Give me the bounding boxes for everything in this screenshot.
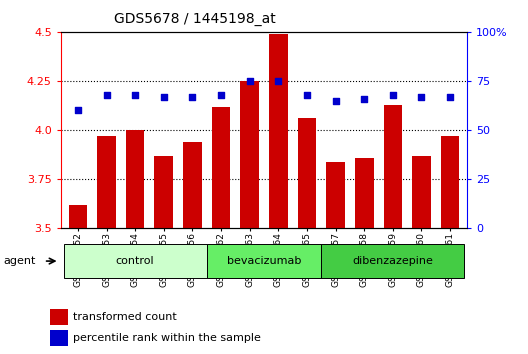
Point xyxy=(131,92,139,98)
Bar xyxy=(321,244,465,278)
Bar xyxy=(50,309,68,325)
Bar xyxy=(326,161,345,228)
Bar xyxy=(69,205,87,228)
Text: agent: agent xyxy=(3,256,35,266)
Bar xyxy=(412,156,431,228)
Bar xyxy=(155,156,173,228)
Text: transformed count: transformed count xyxy=(73,312,176,322)
Bar xyxy=(63,244,207,278)
Bar xyxy=(183,142,202,228)
Point xyxy=(332,98,340,103)
Point xyxy=(446,94,454,99)
Point xyxy=(389,92,397,98)
Bar xyxy=(212,107,230,228)
Text: percentile rank within the sample: percentile rank within the sample xyxy=(73,332,261,343)
Point xyxy=(303,92,311,98)
Bar xyxy=(383,104,402,228)
Bar xyxy=(97,136,116,228)
Bar xyxy=(298,118,316,228)
Bar xyxy=(355,158,373,228)
Point xyxy=(274,78,282,84)
Bar xyxy=(269,34,288,228)
Text: GDS5678 / 1445198_at: GDS5678 / 1445198_at xyxy=(115,12,276,27)
Point xyxy=(246,78,254,84)
Point xyxy=(360,96,369,102)
Point xyxy=(102,92,111,98)
Bar xyxy=(240,81,259,228)
Text: dibenzazepine: dibenzazepine xyxy=(352,256,433,266)
Point xyxy=(74,108,82,113)
Bar xyxy=(50,330,68,346)
Point xyxy=(217,92,225,98)
Point xyxy=(159,94,168,99)
Text: control: control xyxy=(116,256,155,266)
Text: bevacizumab: bevacizumab xyxy=(227,256,301,266)
Bar xyxy=(441,136,459,228)
Point xyxy=(417,94,426,99)
Bar xyxy=(126,130,145,228)
Point xyxy=(188,94,196,99)
Bar xyxy=(207,244,321,278)
